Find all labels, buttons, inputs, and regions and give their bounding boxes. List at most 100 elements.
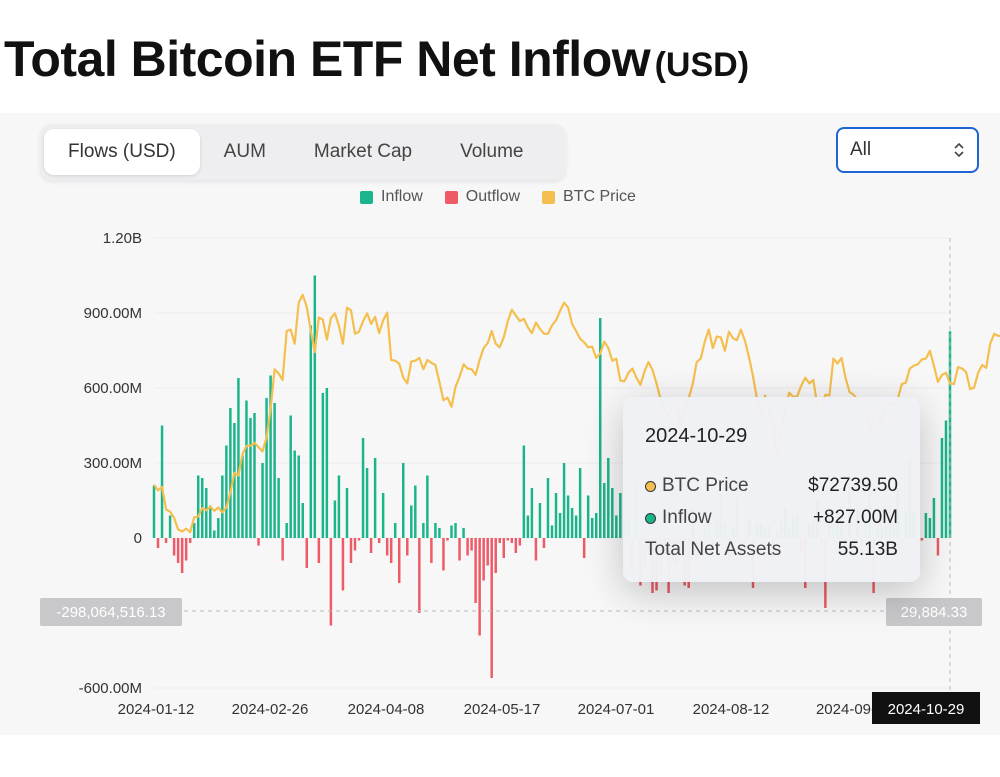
outflow-bar[interactable] [341, 538, 345, 591]
outflow-bar[interactable] [257, 538, 260, 546]
inflow-bar[interactable] [607, 458, 610, 538]
outflow-bar[interactable] [317, 538, 321, 563]
outflow-bar[interactable] [377, 538, 381, 543]
outflow-bar[interactable] [466, 538, 469, 556]
outflow-bar[interactable] [176, 538, 180, 563]
inflow-bar[interactable] [594, 513, 598, 538]
inflow-bar[interactable] [213, 530, 216, 539]
inflow-bar[interactable] [229, 408, 232, 538]
inflow-bar[interactable] [321, 393, 325, 538]
outflow-bar[interactable] [542, 538, 546, 548]
outflow-bar[interactable] [180, 538, 184, 573]
outflow-bar[interactable] [406, 538, 409, 556]
inflow-bar[interactable] [269, 375, 272, 539]
outflow-bar[interactable] [494, 538, 497, 573]
inflow-bar[interactable] [611, 488, 614, 538]
inflow-bar[interactable] [422, 523, 425, 538]
inflow-bar[interactable] [615, 515, 618, 539]
inflow-bar[interactable] [940, 438, 944, 538]
inflow-bar[interactable] [249, 418, 252, 538]
tab-flows[interactable]: Flows (USD) [44, 129, 200, 175]
inflow-bar[interactable] [221, 475, 224, 539]
inflow-bar[interactable] [546, 478, 550, 538]
tab-aum[interactable]: AUM [223, 141, 266, 162]
inflow-bar[interactable] [578, 468, 582, 538]
outflow-bar[interactable] [156, 538, 160, 548]
inflow-bar[interactable] [205, 488, 208, 538]
inflow-bar[interactable] [550, 525, 554, 539]
outflow-bar[interactable] [164, 538, 168, 543]
inflow-bar[interactable] [192, 523, 196, 538]
inflow-bar[interactable] [944, 420, 948, 539]
inflow-bar[interactable] [293, 450, 296, 539]
inflow-bar[interactable] [590, 518, 594, 538]
inflow-bar[interactable] [434, 523, 437, 538]
outflow-bar[interactable] [349, 538, 353, 563]
inflow-bar[interactable] [414, 485, 417, 539]
inflow-bar[interactable] [289, 415, 292, 539]
inflow-bar[interactable] [253, 413, 256, 538]
inflow-bar[interactable] [928, 518, 932, 538]
inflow-bar[interactable] [373, 458, 377, 538]
inflow-bar[interactable] [309, 325, 313, 539]
inflow-bar[interactable] [381, 493, 385, 538]
inflow-bar[interactable] [209, 505, 212, 539]
inflow-bar[interactable] [152, 485, 156, 539]
inflow-bar[interactable] [265, 398, 268, 538]
legend-item-btc-price[interactable]: BTC Price [542, 188, 636, 206]
inflow-bar[interactable] [301, 503, 304, 538]
outflow-bar[interactable] [446, 538, 449, 541]
inflow-bar[interactable] [245, 400, 248, 539]
inflow-bar[interactable] [570, 508, 574, 538]
inflow-bar[interactable] [619, 493, 622, 538]
outflow-bar[interactable] [369, 538, 373, 553]
inflow-bar[interactable] [313, 275, 317, 539]
range-select[interactable]: All [836, 127, 979, 173]
inflow-bar[interactable] [562, 463, 566, 538]
outflow-bar[interactable] [920, 538, 924, 541]
inflow-bar[interactable] [233, 423, 236, 538]
outflow-bar[interactable] [502, 538, 505, 558]
outflow-bar[interactable] [514, 538, 518, 553]
tab-volume[interactable]: Volume [460, 141, 524, 162]
inflow-bar[interactable] [168, 515, 172, 539]
legend-item-outflow[interactable]: Outflow [444, 188, 520, 206]
legend-item-inflow[interactable]: Inflow [360, 188, 423, 206]
inflow-bar[interactable] [393, 523, 397, 538]
inflow-bar[interactable] [333, 500, 337, 539]
inflow-bar[interactable] [924, 513, 928, 538]
inflow-bar[interactable] [566, 495, 570, 539]
inflow-bar[interactable] [325, 388, 329, 538]
inflow-bar[interactable] [948, 331, 952, 538]
inflow-bar[interactable] [526, 515, 530, 539]
outflow-bar[interactable] [353, 538, 357, 551]
inflow-bar[interactable] [365, 468, 369, 538]
inflow-bar[interactable] [261, 463, 264, 538]
inflow-bar[interactable] [337, 475, 341, 539]
inflow-bar[interactable] [438, 528, 441, 538]
inflow-bar[interactable] [554, 493, 558, 538]
outflow-bar[interactable] [172, 538, 176, 556]
inflow-bar[interactable] [586, 495, 590, 539]
outflow-bar[interactable] [518, 538, 522, 546]
inflow-bar[interactable] [450, 525, 453, 539]
outflow-bar[interactable] [418, 538, 421, 613]
inflow-bar[interactable] [530, 488, 534, 538]
outflow-bar[interactable] [506, 538, 510, 541]
inflow-bar[interactable] [297, 455, 300, 539]
outflow-bar[interactable] [498, 538, 501, 543]
outflow-bar[interactable] [510, 538, 514, 543]
outflow-bar[interactable] [478, 538, 481, 636]
inflow-bar[interactable] [932, 498, 936, 538]
outflow-bar[interactable] [389, 538, 393, 563]
inflow-bar[interactable] [603, 483, 606, 538]
outflow-bar[interactable] [305, 538, 309, 568]
outflow-bar[interactable] [582, 538, 586, 558]
inflow-bar[interactable] [285, 523, 288, 538]
inflow-bar[interactable] [273, 403, 276, 538]
inflow-bar[interactable] [558, 513, 562, 538]
inflow-bar[interactable] [277, 478, 280, 538]
outflow-bar[interactable] [385, 538, 389, 556]
outflow-bar[interactable] [357, 538, 361, 541]
